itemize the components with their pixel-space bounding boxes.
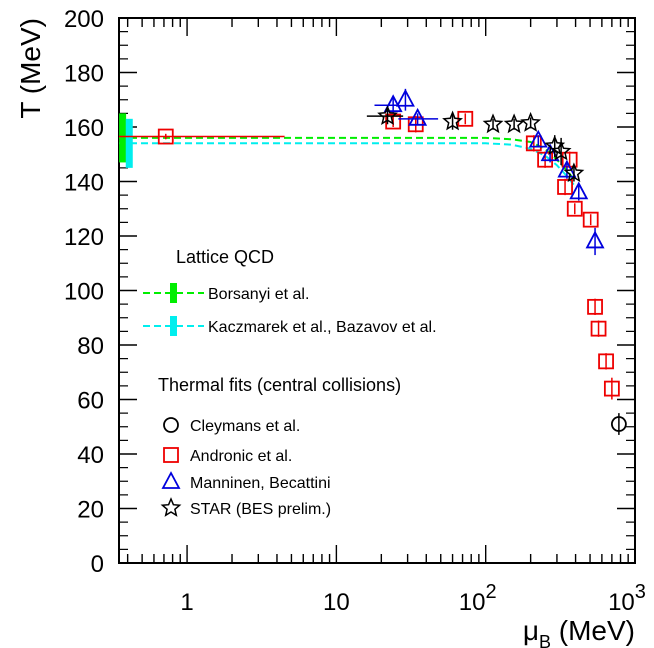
manninen-point	[408, 107, 428, 126]
y-tick-label: 180	[64, 61, 104, 88]
andronic-point	[557, 179, 573, 195]
legend: Lattice QCD Borsanyi et al. Kaczmarek et …	[143, 247, 437, 518]
kaczmarek-curve	[119, 142, 577, 188]
y-tick-label: 100	[64, 279, 104, 306]
star-point	[563, 162, 585, 183]
y-axis-label: T (MeV)	[15, 18, 46, 119]
legend-andronic-marker	[163, 447, 179, 463]
star-point	[442, 110, 463, 131]
manninen-point	[557, 159, 577, 178]
star-point	[377, 105, 398, 125]
x-axis-label: μB (MeV)	[523, 615, 635, 648]
andronic-point	[590, 320, 607, 337]
andronic-point	[525, 135, 542, 152]
legend-star-marker	[160, 497, 182, 517]
y-tick-label: 160	[64, 115, 104, 142]
y-tick-label: 40	[77, 442, 104, 469]
y-tick-label: 0	[91, 551, 104, 578]
manninen-point	[395, 88, 415, 107]
star-point	[550, 140, 572, 161]
legend-kaczmarek-label: Kaczmarek et al., Bazavov et al.	[208, 319, 437, 336]
andronic-point	[587, 298, 603, 315]
legend-lattice-title: Lattice QCD	[176, 247, 274, 267]
star-point	[520, 111, 542, 132]
x-tick-label: 1	[180, 589, 193, 616]
kaczmarek-band	[125, 118, 133, 168]
x-tick-label: 103	[608, 581, 646, 616]
borsanyi-band	[119, 113, 127, 163]
y-tick-label: 200	[64, 6, 104, 33]
y-tick-label: 120	[64, 224, 104, 251]
y-tick-label: 140	[64, 170, 104, 197]
manninen-point	[585, 230, 605, 249]
x-tick-label: 10	[323, 589, 350, 616]
y-tick-label: 60	[77, 388, 104, 415]
andronic-point	[603, 380, 620, 397]
legend-star-label: STAR (BES prelim.)	[190, 501, 331, 518]
legend-kaczmarek-band	[170, 316, 177, 336]
manninen-point	[528, 129, 548, 148]
legend-manninen-marker	[161, 471, 181, 489]
legend-cleymans-marker	[163, 417, 179, 433]
legend-thermal-title: Thermal fits (central collisions)	[158, 375, 401, 395]
andronic-point	[582, 211, 599, 228]
andronic-point	[566, 200, 583, 217]
legend-andronic-label: Andronic et al.	[190, 448, 292, 465]
legend-borsanyi-band	[170, 283, 177, 303]
legend-cleymans-label: Cleymans et al.	[190, 418, 300, 435]
andronic-point	[157, 128, 174, 145]
star-point	[482, 113, 504, 134]
y-tick-label: 20	[77, 497, 104, 524]
star-point	[503, 113, 525, 134]
cleymans-point	[610, 416, 627, 432]
legend-manninen-label: Manninen, Becattini	[190, 475, 331, 492]
x-tick-label: 102	[459, 581, 497, 616]
manninen-point	[569, 181, 589, 200]
y-tick-label: 80	[77, 333, 104, 360]
manninen-point	[383, 94, 403, 113]
andronic-point	[598, 353, 614, 370]
legend-borsanyi-label: Borsanyi et al.	[208, 286, 309, 303]
